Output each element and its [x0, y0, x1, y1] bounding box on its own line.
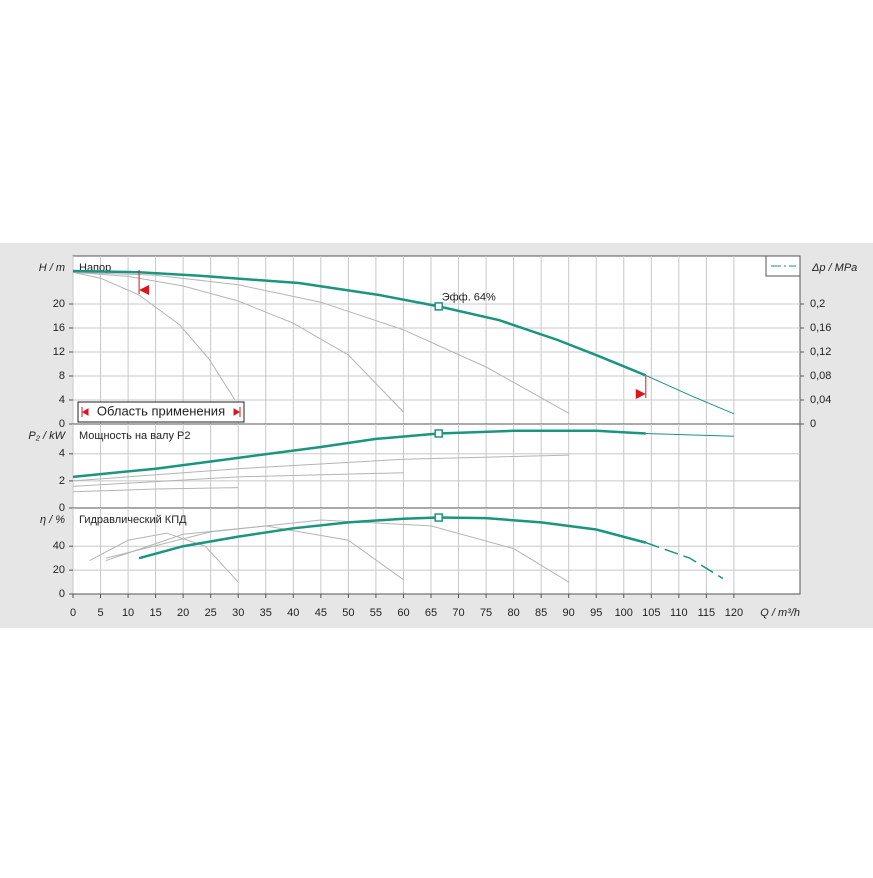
curve [72, 472, 404, 487]
y-axis-label: η / % [40, 514, 65, 526]
x-axis-label: Q / m³/h [760, 607, 800, 619]
y-tick-label: 4 [59, 448, 65, 460]
curve [72, 429, 646, 479]
y-tick-label: 2 [59, 475, 65, 487]
x-tick-label: 45 [315, 607, 327, 619]
range-box-arrows [81, 407, 241, 417]
legend-box [765, 255, 801, 277]
curve [72, 269, 647, 377]
y-tick-label: 20 [53, 298, 65, 310]
x-tick-label: 110 [670, 607, 688, 619]
y-tick-label: 16 [53, 322, 65, 334]
y2-axis-label: Δp / MPa [811, 262, 857, 274]
x-tick-label: 85 [535, 607, 547, 619]
curve [72, 271, 404, 413]
x-tick-label: 15 [149, 607, 161, 619]
annotation: Эфф. 64% [442, 291, 496, 303]
y-tick-label: 12 [53, 346, 65, 358]
range-end-arrow [635, 389, 646, 399]
operating-point [434, 429, 443, 438]
y-tick-label: 0 [59, 502, 65, 514]
x-tick-label: 25 [205, 607, 217, 619]
x-tick-label: 115 [698, 607, 716, 619]
y2-tick-label: 0,12 [810, 346, 831, 358]
y-tick-label: 8 [59, 370, 65, 382]
x-tick-label: 30 [232, 607, 244, 619]
y-axis-label: P₂ / kW [28, 430, 66, 442]
curve [89, 532, 239, 583]
y-axis-label: H / m [39, 262, 65, 274]
x-tick-label: 100 [615, 607, 633, 619]
x-tick-label: 90 [563, 607, 575, 619]
x-tick-label: 65 [425, 607, 437, 619]
x-tick-label: 80 [507, 607, 519, 619]
panel-title: Гидравлический КПД [79, 514, 187, 526]
curve [645, 432, 734, 437]
range-label: Область применения [97, 403, 225, 418]
y-tick-label: 40 [53, 540, 65, 552]
x-tick-label: 70 [452, 607, 464, 619]
curve [72, 487, 239, 493]
x-tick-label: 10 [122, 607, 134, 619]
y-tick-label: 4 [59, 394, 65, 406]
x-tick-label: 75 [480, 607, 492, 619]
y2-tick-label: 0,16 [810, 322, 831, 334]
x-tick-label: 35 [260, 607, 272, 619]
y-tick-label: 20 [53, 564, 65, 576]
y-tick-label: 0 [59, 588, 65, 600]
y2-tick-label: 0,04 [810, 394, 831, 406]
curve [72, 454, 569, 482]
y2-tick-label: 0 [810, 418, 816, 430]
x-tick-label: 5 [97, 607, 103, 619]
x-tick-label: 40 [287, 607, 299, 619]
y2-tick-label: 0,08 [810, 370, 831, 382]
curve [645, 541, 724, 580]
x-tick-label: 95 [590, 607, 602, 619]
curve [72, 271, 569, 414]
x-tick-label: 105 [642, 607, 660, 619]
x-tick-label: 20 [177, 607, 189, 619]
range-start-arrow [139, 285, 150, 295]
panel-title: Мощность на валу P2 [79, 430, 191, 442]
x-tick-label: 55 [370, 607, 382, 619]
x-tick-label: 120 [725, 607, 743, 619]
operating-point [434, 513, 443, 522]
x-tick-label: 0 [70, 607, 76, 619]
operating-point [434, 302, 443, 311]
curve [105, 519, 569, 583]
y-tick-label: 0 [59, 418, 65, 430]
curve [138, 516, 647, 560]
y2-tick-label: 0,2 [810, 298, 825, 310]
range-box [77, 401, 245, 423]
x-tick-label: 60 [397, 607, 409, 619]
curve [645, 374, 735, 415]
curve [72, 271, 236, 401]
x-tick-label: 50 [342, 607, 354, 619]
